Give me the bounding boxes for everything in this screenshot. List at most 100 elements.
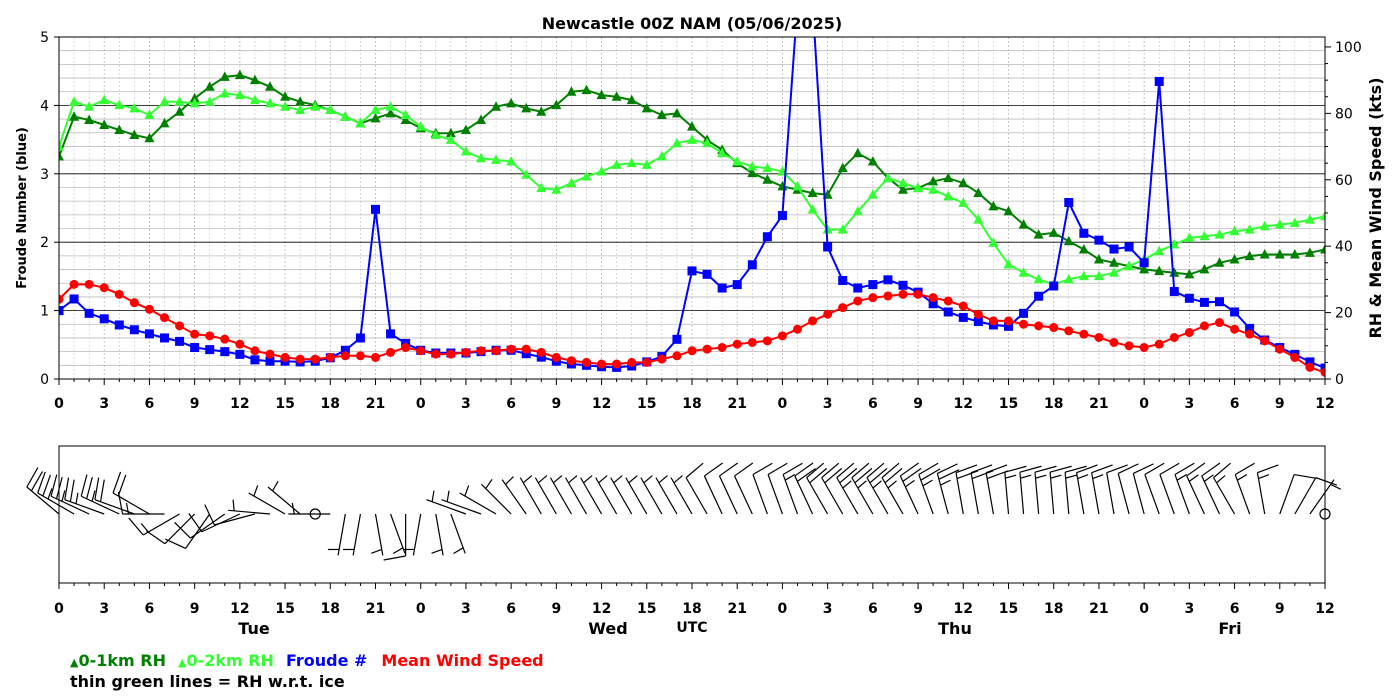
point-froude xyxy=(386,329,396,339)
barb-half-flag xyxy=(453,547,464,554)
barb-half-flag xyxy=(1237,474,1248,481)
point-mean-wind-speed xyxy=(265,349,275,359)
point-0-1km-rh xyxy=(581,84,592,95)
x-tick-label: 21 xyxy=(727,396,746,412)
main-plot-frame xyxy=(58,36,1326,380)
barb-flag xyxy=(26,467,39,488)
point-mean-wind-speed xyxy=(687,346,697,356)
point-mean-wind-speed xyxy=(928,293,938,303)
point-mean-wind-speed xyxy=(461,347,471,357)
barb-flag xyxy=(839,467,858,484)
barb-staff xyxy=(806,477,829,515)
barb-half-flag xyxy=(537,475,548,484)
legend-rh2-marker: ▲ xyxy=(178,656,187,669)
x-tick-label: 15 xyxy=(275,601,294,617)
point-mean-wind-speed xyxy=(144,304,154,314)
point-0-1km-rh xyxy=(747,167,758,178)
x-tick-label: 0 xyxy=(416,396,426,412)
point-mean-wind-speed xyxy=(732,339,742,349)
point-froude xyxy=(702,269,712,279)
barb-staff xyxy=(1174,474,1190,515)
point-mean-wind-speed xyxy=(883,291,893,301)
barb-staff xyxy=(164,513,196,545)
point-0-1km-rh xyxy=(928,175,939,186)
x-tick-label: 6 xyxy=(506,396,516,412)
barb-staff xyxy=(248,492,286,515)
barb-flag xyxy=(869,467,888,484)
barb-staff xyxy=(1019,472,1025,515)
point-0-2km-rh xyxy=(204,96,215,106)
point-froude xyxy=(928,299,938,309)
point-froude xyxy=(1230,307,1240,317)
point-mean-wind-speed xyxy=(1154,339,1164,349)
point-mean-wind-speed xyxy=(491,346,501,356)
point-0-1km-rh xyxy=(1199,263,1210,274)
right-tick-label: 0 xyxy=(1335,372,1344,388)
barb-half-flag xyxy=(613,475,623,484)
barb-flag xyxy=(1076,464,1098,474)
barb-half-flag xyxy=(568,475,578,484)
point-0-1km-rh xyxy=(641,102,652,113)
x-tick-label: 15 xyxy=(999,396,1018,412)
x-tick-label: 21 xyxy=(366,601,385,617)
barb-staff xyxy=(564,477,588,515)
point-0-2km-rh xyxy=(234,89,245,100)
point-mean-wind-speed xyxy=(808,316,818,326)
barb-flag xyxy=(55,477,63,499)
point-0-2km-rh xyxy=(867,189,878,199)
point-0-1km-rh xyxy=(99,119,110,129)
point-mean-wind-speed xyxy=(1215,318,1224,328)
barb-staff xyxy=(1213,477,1236,515)
barb-flag xyxy=(1064,465,1087,473)
x-tick-label: 6 xyxy=(145,601,155,617)
barb-staff xyxy=(501,479,527,515)
right-tick-label: 100 xyxy=(1335,40,1362,56)
barb-staff xyxy=(1309,479,1335,515)
wind-barbs xyxy=(26,462,1341,561)
point-mean-wind-speed xyxy=(1169,332,1179,342)
barb-flag xyxy=(866,462,885,479)
barb-flag xyxy=(188,513,203,533)
x-tick-label: 12 xyxy=(1315,396,1334,412)
left-axis-label: Froude Number (blue) xyxy=(15,127,30,289)
x-tick-label: 0 xyxy=(1139,396,1149,412)
point-0-1km-rh xyxy=(958,177,969,188)
point-froude xyxy=(1079,228,1089,238)
point-0-1km-rh xyxy=(626,94,637,105)
point-0-1km-rh xyxy=(280,91,291,101)
barb-half-flag xyxy=(47,488,53,500)
point-0-2km-rh xyxy=(265,97,275,108)
barb-staff xyxy=(703,475,723,515)
point-froude xyxy=(883,275,893,285)
x-tick-label: 9 xyxy=(913,601,923,617)
point-0-2km-rh xyxy=(656,151,667,161)
x-tick-label: 6 xyxy=(868,601,878,617)
barb-staff xyxy=(970,472,979,515)
point-0-1km-rh xyxy=(370,112,381,123)
point-0-2km-rh xyxy=(747,160,758,171)
point-0-1km-rh xyxy=(988,200,999,211)
point-froude xyxy=(371,204,380,214)
barb-flag xyxy=(955,464,978,474)
barb-panel-frame xyxy=(58,445,1326,584)
barb-flag xyxy=(821,462,840,479)
point-0-1km-rh xyxy=(59,151,64,161)
point-mean-wind-speed xyxy=(1124,341,1134,351)
x-tick-label: 15 xyxy=(275,396,294,412)
barb-flag xyxy=(80,474,88,497)
point-0-2km-rh xyxy=(174,96,185,106)
x-tick-label: 6 xyxy=(1230,396,1240,412)
point-0-2km-rh xyxy=(1214,229,1225,239)
point-froude xyxy=(114,320,124,330)
barb-flag xyxy=(1201,462,1221,477)
point-0-1km-rh xyxy=(1139,263,1150,274)
point-0-2km-rh xyxy=(1274,219,1285,229)
x-tick-label: 15 xyxy=(999,601,1018,617)
point-mean-wind-speed xyxy=(1184,328,1194,338)
point-mean-wind-speed xyxy=(506,344,516,354)
left-tick-label: 4 xyxy=(40,98,49,114)
point-0-2km-rh xyxy=(596,165,607,176)
barb-flag xyxy=(806,462,825,479)
barb-staff xyxy=(794,475,814,515)
barb-flag xyxy=(174,521,191,539)
